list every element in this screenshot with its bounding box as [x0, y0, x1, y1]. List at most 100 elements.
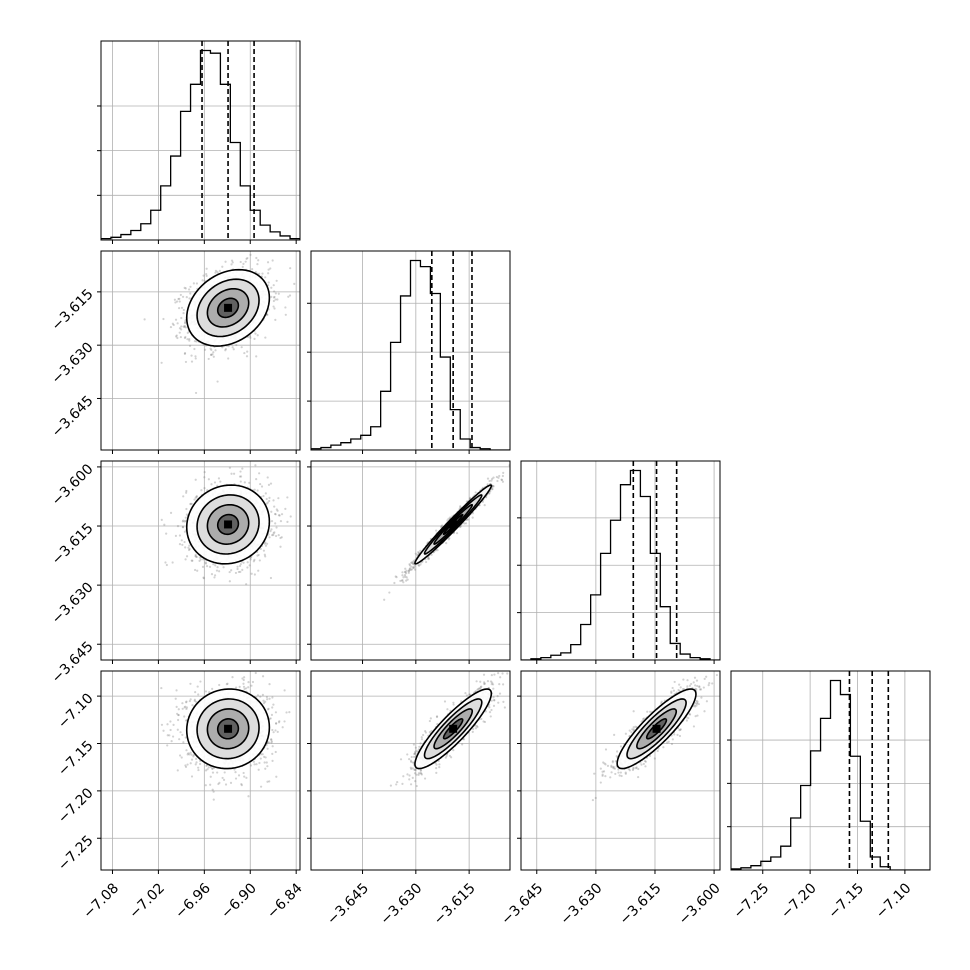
scatter-point	[216, 270, 219, 273]
scatter-point	[279, 545, 282, 548]
scatter-point	[194, 391, 198, 395]
hist-step-line	[311, 259, 510, 450]
scatter-point	[221, 265, 224, 268]
scatter-point	[230, 472, 233, 475]
scatter-point	[195, 282, 199, 285]
scatter-point	[201, 279, 204, 282]
scatter-point	[449, 516, 452, 519]
scatter-point	[175, 334, 178, 337]
scatter-point	[266, 476, 269, 479]
scatter-point	[185, 507, 188, 511]
scatter-point	[203, 471, 206, 474]
scatter-point	[264, 336, 267, 339]
scatter-point	[209, 775, 212, 778]
scatter-point	[407, 569, 411, 572]
scatter-point	[289, 267, 292, 270]
scatter-point	[407, 570, 410, 573]
scatter-point	[248, 335, 252, 338]
scatter-point	[284, 313, 287, 316]
density-peak	[224, 520, 233, 529]
scatter-point	[162, 729, 165, 732]
scatter-point	[419, 563, 422, 566]
scatter-point	[191, 704, 194, 707]
scatter-point	[194, 763, 197, 766]
scatter-point	[177, 297, 180, 301]
scatter-point	[408, 564, 412, 567]
scatter-point	[208, 565, 212, 568]
scatter-point	[230, 263, 233, 266]
scatter-point	[254, 332, 257, 335]
scatter-point	[293, 282, 296, 286]
scatter-point	[265, 497, 268, 501]
scatter-point	[165, 563, 168, 567]
scatter-point	[193, 568, 197, 572]
scatter-point	[501, 474, 504, 478]
panel-frame	[310, 250, 511, 451]
scatter-point	[235, 343, 238, 347]
scatter-point	[270, 295, 273, 298]
scatter-point	[239, 260, 242, 264]
scatter-point	[256, 554, 259, 557]
scatter-point	[491, 487, 494, 491]
pair-panel-2-1	[307, 460, 512, 664]
scatter-point	[241, 568, 244, 572]
scatter-point	[239, 570, 242, 574]
scatter-point	[417, 551, 420, 554]
scatter-point	[195, 340, 198, 343]
scatter-point	[455, 532, 459, 535]
scatter-point	[210, 572, 214, 576]
hist-panel-2	[517, 460, 721, 664]
scatter-point	[268, 536, 271, 539]
scatter-point	[182, 495, 185, 498]
scatter-point	[175, 335, 178, 338]
scatter-point	[194, 496, 197, 499]
scatter-point	[166, 723, 169, 726]
scatter-point	[198, 559, 201, 563]
scatter-point	[251, 267, 254, 271]
scatter-point	[189, 682, 192, 685]
pair-panel-2-0	[97, 460, 301, 664]
scatter-point	[185, 555, 189, 558]
scatter-point	[488, 479, 491, 483]
scatter-point	[277, 534, 280, 537]
scatter-point	[255, 478, 258, 481]
scatter-point	[188, 288, 191, 291]
panel-frame	[100, 40, 301, 241]
scatter-point	[275, 526, 278, 529]
scatter-point	[180, 325, 183, 328]
scatter-point	[239, 475, 243, 478]
scatter-point	[275, 279, 278, 282]
scatter-point	[224, 349, 227, 352]
scatter-point	[497, 476, 500, 479]
scatter-point	[412, 566, 416, 569]
scatter-point	[232, 472, 236, 475]
scatter-point	[426, 557, 430, 560]
scatter-point	[274, 512, 277, 516]
scatter-point	[194, 554, 197, 558]
scatter-point	[405, 576, 408, 579]
scatter-point	[393, 581, 396, 585]
scatter-point	[218, 683, 221, 687]
scatter-point	[185, 491, 188, 494]
scatter-point	[204, 690, 208, 693]
scatter-point	[502, 471, 505, 474]
scatter-point	[258, 272, 261, 275]
scatter-point	[174, 301, 177, 304]
scatter-point	[192, 282, 195, 285]
scatter-point	[427, 558, 430, 561]
scatter-point	[228, 570, 231, 574]
hist-step-line	[731, 679, 930, 870]
scatter-point	[272, 284, 275, 287]
scatter-point	[233, 768, 236, 771]
pair-panel-3-0	[97, 670, 301, 874]
scatter-point	[510, 463, 512, 465]
scatter-point	[286, 496, 289, 499]
scatter-point	[272, 305, 275, 308]
scatter-point	[269, 529, 272, 533]
scatter-point	[267, 483, 271, 486]
scatter-point	[262, 699, 265, 702]
scatter-point	[486, 483, 489, 486]
scatter-point	[264, 276, 267, 279]
scatter-point	[268, 780, 271, 783]
scatter-point	[410, 561, 414, 564]
